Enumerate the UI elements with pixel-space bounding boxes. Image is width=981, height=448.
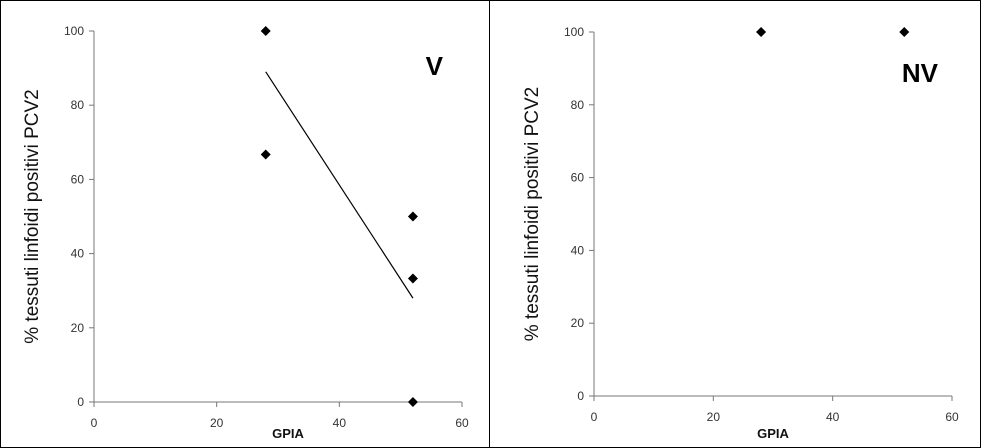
- panel1-x-tick-label: 20: [210, 416, 224, 430]
- panel1-y-tick-label: 40: [71, 247, 85, 261]
- panel1-data-point: [407, 211, 418, 222]
- panel2-x-tick-label: 20: [707, 410, 721, 424]
- panel1-y-tick-label: 20: [71, 321, 85, 335]
- panel2-x-tick-label: 60: [945, 410, 959, 424]
- panel2-x-tick-label: 40: [826, 410, 840, 424]
- panel1-x-tick-label: 0: [91, 416, 98, 430]
- panel2-data-point: [756, 27, 767, 37]
- panel2-x-axis-label: GPIA: [757, 426, 789, 441]
- panel2-y-tick-label: 80: [571, 98, 585, 112]
- panel1-corner-label: V: [426, 51, 444, 81]
- panel1-data-point: [407, 273, 418, 284]
- panel2-y-tick-label: 40: [571, 243, 585, 257]
- panel1-x-tick-label: 40: [333, 416, 347, 430]
- panel-divider: [489, 0, 490, 448]
- panel1-y-axis-label: % tessuti linfoidi positivi PCV2: [22, 89, 43, 344]
- panel1-trendline: [265, 71, 414, 299]
- panel2-x-tick-label: 0: [591, 410, 598, 424]
- panel1-data-point: [260, 26, 271, 36]
- panel2-y-tick-label: 20: [571, 316, 585, 330]
- panel1-x-axis-label: GPIA: [272, 426, 304, 441]
- panel2-y-tick-label: 100: [564, 25, 584, 39]
- panel1-y-tick-label: 0: [77, 395, 84, 409]
- panel1-y-tick-label: 100: [64, 24, 84, 38]
- panel1-y-tick-label: 60: [71, 172, 85, 186]
- panel2-y-axis-label: % tessuti linfoidi positivi PCV2: [522, 87, 543, 342]
- panel1-x-tick-label: 60: [455, 416, 469, 430]
- panel2-y-tick-label: 60: [571, 171, 585, 185]
- panel1-y-tick-label: 80: [71, 98, 85, 112]
- panel2-data-point: [899, 27, 910, 37]
- panel2-y-tick-label: 0: [577, 389, 584, 403]
- panel1-data-point: [407, 397, 418, 407]
- panel2-corner-label: NV: [902, 58, 939, 88]
- panel1-data-point: [260, 149, 271, 160]
